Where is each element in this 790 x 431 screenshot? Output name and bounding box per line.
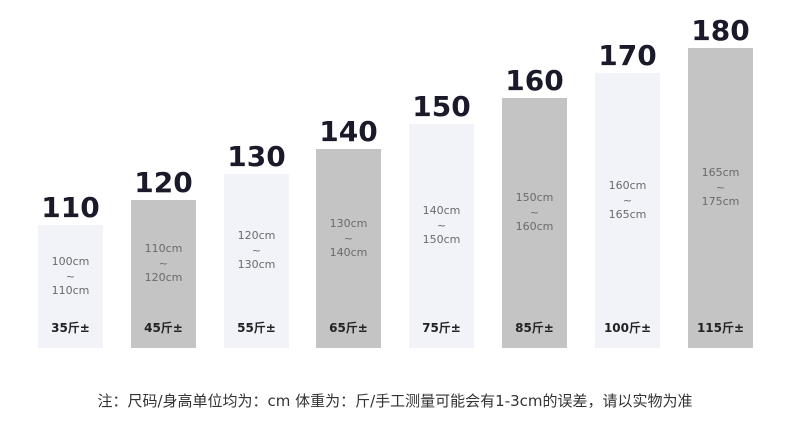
height-range: 110cm ~120cm (131, 242, 196, 286)
size-bar (688, 48, 753, 348)
height-range: 130cm ~140cm (316, 217, 381, 261)
range-value: 120cm (144, 271, 183, 284)
size-column: 150 140cm ~150cm 75斤± (409, 92, 474, 348)
height-range: 140cm ~150cm (409, 204, 474, 248)
weight-label: 55斤± (237, 321, 276, 335)
size-bar (316, 149, 381, 348)
range-value: 130cm (237, 258, 276, 271)
size-bar (131, 200, 196, 348)
weight-label: 115斤± (696, 321, 745, 335)
footnote: 注：尺码/身高单位均为：cm 体重为：斤/手工测量可能会有1-3cm的误差，请以… (97, 392, 693, 410)
range-separator: ~ (251, 243, 262, 257)
range-value: 150cm (422, 233, 461, 246)
size-column: 120 110cm ~120cm 45斤± (131, 168, 196, 348)
size-label: 140 (319, 115, 378, 148)
size-label: 110 (41, 191, 100, 224)
range-value: 140cm (422, 204, 461, 217)
weight-label: 85斤± (515, 321, 554, 335)
size-label: 120 (134, 166, 193, 199)
height-range: 165cm ~175cm (688, 166, 753, 210)
weight-label: 35斤± (51, 321, 90, 335)
size-bar (595, 73, 660, 348)
weight-label: 100斤± (603, 321, 652, 335)
height-range: 150cm ~160cm (502, 191, 567, 235)
range-value: 100cm (51, 255, 90, 268)
range-value: 120cm (237, 229, 276, 242)
size-column: 160 150cm ~160cm 85斤± (502, 66, 567, 348)
size-column: 140 130cm ~140cm 65斤± (316, 117, 381, 348)
size-column: 170 160cm ~165cm 100斤± (595, 41, 660, 348)
range-value: 140cm (329, 246, 368, 259)
range-value: 130cm (329, 217, 368, 230)
weight-label: 65斤± (329, 321, 368, 335)
size-label: 150 (412, 90, 471, 123)
height-range: 160cm ~165cm (595, 179, 660, 223)
weight-label: 75斤± (422, 321, 461, 335)
range-separator: ~ (343, 231, 354, 245)
range-separator: ~ (436, 218, 447, 232)
range-separator: ~ (622, 193, 633, 207)
range-value: 110cm (51, 284, 90, 297)
height-range: 120cm ~130cm (224, 229, 289, 273)
size-column: 130 120cm ~130cm 55斤± (224, 142, 289, 348)
size-label: 180 (691, 14, 750, 47)
range-separator: ~ (715, 180, 726, 194)
range-separator: ~ (65, 269, 76, 283)
range-separator: ~ (529, 205, 540, 219)
size-column: 110 100cm ~110cm 35斤± (38, 193, 103, 348)
range-value: 150cm (515, 191, 554, 204)
size-label: 170 (598, 39, 657, 72)
range-value: 175cm (701, 195, 740, 208)
height-range: 100cm ~110cm (38, 255, 103, 299)
weight-label: 45斤± (144, 321, 183, 335)
range-value: 160cm (515, 220, 554, 233)
size-bar (38, 225, 103, 348)
size-label: 160 (505, 64, 564, 97)
size-label: 130 (227, 140, 286, 173)
range-value: 110cm (144, 242, 183, 255)
range-separator: ~ (158, 256, 169, 270)
size-bar (409, 124, 474, 348)
range-value: 160cm (608, 179, 647, 192)
size-column: 180 165cm ~175cm 115斤± (688, 16, 753, 348)
size-bar (224, 174, 289, 348)
range-value: 165cm (701, 166, 740, 179)
size-bar (502, 98, 567, 348)
range-value: 165cm (608, 208, 647, 221)
